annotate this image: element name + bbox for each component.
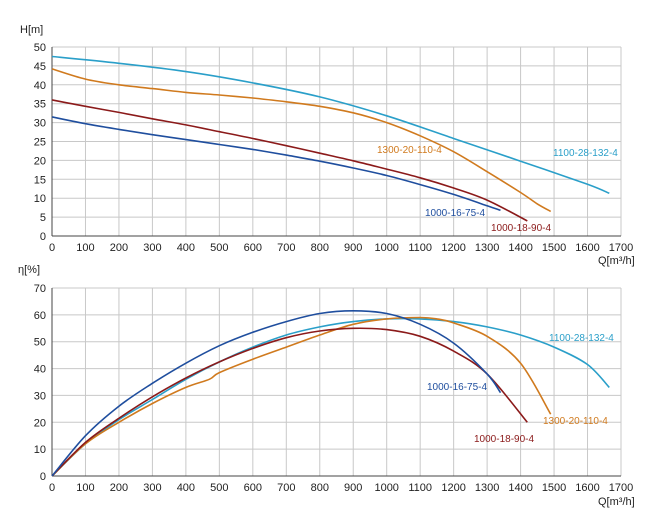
x-tick-label: 1100 [408,482,432,494]
x-tick-label: 0 [49,482,55,494]
y-tick-label: 40 [34,364,46,376]
x-tick-label: 200 [110,242,128,254]
efficiency-chart: 0 100 200 300 400 500 600 700 800 900 1000 1100 1200… [18,264,635,508]
y-tick-label: 0 [40,231,46,243]
x-tick-label: 1700 [609,482,633,494]
x-tick-label: 500 [210,482,228,494]
x-tick-label: 1500 [542,482,566,494]
x-tick-label: 1000 [374,242,398,254]
x-tick-label: 0 [49,242,55,254]
series-label-1100-28-132-4: 1100-28-132-4 [549,333,614,344]
y-axis-label: η[%] [18,264,40,276]
y-tick-label: 30 [34,118,46,130]
x-tick-label: 500 [210,242,228,254]
y-tick-label: 15 [34,174,46,186]
series-line-1300-20-110-4 [51,316,552,477]
series-line-1300-20-110-4 [51,68,552,213]
x-tick-label: 700 [277,242,295,254]
x-tick-label: 100 [76,482,94,494]
series-line-1000-16-75-4 [51,116,501,212]
series-line-1000-16-75-4 [51,309,502,477]
series-label-1000-16-75-4: 1000-16-75-4 [425,208,485,219]
series-line-1000-18-90-4 [51,99,528,222]
x-tick-label: 1000 [374,482,398,494]
y-tick-label: 45 [34,61,46,73]
x-tick-label: 1300 [475,482,499,494]
x-tick-label: 1300 [475,242,499,254]
x-axis-label: Q[m³/h] [598,255,635,267]
y-tick-label: 50 [34,337,46,349]
series-label-1100-28-132-4: 1100-28-132-4 [553,148,618,159]
series-label-1000-16-75-4: 1000-16-75-4 [427,382,487,393]
x-tick-label: 1200 [441,242,465,254]
series-line-1100-28-132-4 [51,55,610,195]
x-tick-label: 300 [143,482,161,494]
x-tick-label: 600 [244,242,262,254]
x-tick-label: 900 [344,482,362,494]
y-tick-label: 30 [34,390,46,402]
series-line-1100-28-132-4 [51,317,610,477]
series-label-1000-18-90-4: 1000-18-90-4 [474,434,534,445]
y-tick-label: 35 [34,99,46,111]
x-tick-label: 200 [110,482,128,494]
head-chart: 0 100 200 300 400 500 600 700 800 900 1000 1100 1200… [20,24,635,267]
series-label-1000-18-90-4: 1000-18-90-4 [491,223,551,234]
x-tick-label: 1400 [508,242,532,254]
x-tick-label: 1500 [542,242,566,254]
x-tick-label: 1400 [508,482,532,494]
x-tick-label: 1100 [408,242,432,254]
y-tick-label: 20 [34,155,46,167]
y-tick-label: 50 [34,42,46,54]
x-tick-label: 1700 [609,242,633,254]
series-label-1300-20-110-4: 1300-20-110-4 [377,145,442,156]
y-tick-label: 5 [40,212,46,224]
y-tick-label: 70 [34,283,46,295]
y-axis-label: H[m] [20,24,43,36]
x-tick-label: 100 [76,242,94,254]
x-tick-label: 800 [311,482,329,494]
y-tick-label: 0 [40,471,46,483]
y-tick-label: 40 [34,80,46,92]
x-tick-label: 400 [177,482,195,494]
x-tick-label: 400 [177,242,195,254]
x-tick-label: 600 [244,482,262,494]
series-label-1300-20-110-4: 1300-20-110-4 [543,416,608,427]
y-tick-label: 25 [34,137,46,149]
y-tick-label: 10 [34,444,46,456]
x-axis-label: Q[m³/h] [598,496,635,508]
x-tick-label: 1600 [575,482,599,494]
x-tick-label: 800 [311,242,329,254]
x-tick-label: 700 [277,482,295,494]
x-tick-label: 1200 [441,482,465,494]
x-tick-label: 900 [344,242,362,254]
y-tick-label: 10 [34,193,46,205]
y-tick-label: 60 [34,310,46,322]
series-line-1000-18-90-4 [51,327,528,477]
x-tick-label: 300 [143,242,161,254]
y-tick-label: 20 [34,417,46,429]
x-tick-label: 1600 [575,242,599,254]
